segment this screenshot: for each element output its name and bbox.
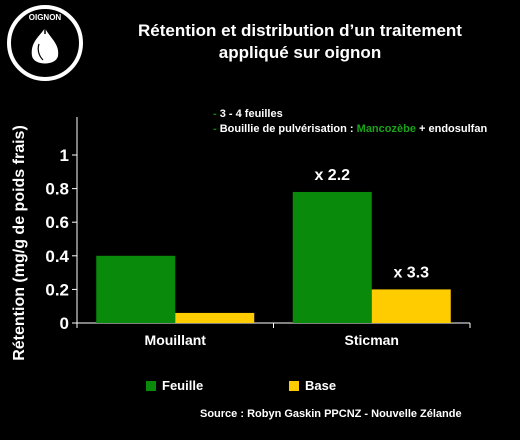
chart-title: Rétention et distribution d’un traitemen… xyxy=(80,20,520,64)
bar-base-sticman xyxy=(371,289,451,323)
note-1-text: 3 - 4 feuilles xyxy=(219,108,283,120)
logo-text: OIGNON xyxy=(29,13,62,22)
x-tick-label: Sticman xyxy=(345,332,399,348)
title-line-2: appliqué sur oignon xyxy=(218,43,382,62)
bar-annotation: x 3.3 xyxy=(393,264,429,281)
legend-item-feuille: Feuille xyxy=(146,378,203,393)
legend-swatch-feuille xyxy=(146,380,156,391)
title-line-1: Rétention et distribution d’un traitemen… xyxy=(138,21,462,40)
bar-base-mouillant xyxy=(175,312,255,323)
y-tick-label: 0.6 xyxy=(45,213,69,232)
note-2-suffix: + endosulfan xyxy=(415,123,488,135)
bar-feuille-sticman xyxy=(292,191,372,323)
legend-swatch-base xyxy=(289,380,299,391)
note-line-2: - Bouillie de pulvérisation : Mancozèbe … xyxy=(213,123,488,135)
bar-annotation: x 2.2 xyxy=(314,167,350,184)
bar-feuille-mouillant xyxy=(96,255,176,323)
legend-item-base: Base xyxy=(289,378,336,393)
oignon-logo: OIGNON xyxy=(7,5,83,81)
note-2-prefix: Bouillie de pulvérisation : xyxy=(219,123,357,135)
note-line-1: - 3 - 4 feuilles xyxy=(213,108,283,120)
onion-icon xyxy=(31,28,59,64)
note-2-accent: Mancozèbe xyxy=(356,123,416,135)
chart-notes: - 3 - 4 feuilles - Bouillie de pulvérisa… xyxy=(213,107,487,137)
legend-label-feuille: Feuille xyxy=(162,378,204,393)
x-tick-label: Mouillant xyxy=(145,332,207,348)
y-tick-label: 0.4 xyxy=(45,247,69,266)
y-tick-label: 0.8 xyxy=(45,180,69,199)
y-tick-label: 0.2 xyxy=(45,280,69,299)
legend-label-base: Base xyxy=(305,378,337,393)
y-tick-label: 0 xyxy=(60,314,69,333)
y-tick-label: 1 xyxy=(60,146,69,165)
source-note: Source : Robyn Gaskin PPCNZ - Nouvelle Z… xyxy=(200,408,462,420)
